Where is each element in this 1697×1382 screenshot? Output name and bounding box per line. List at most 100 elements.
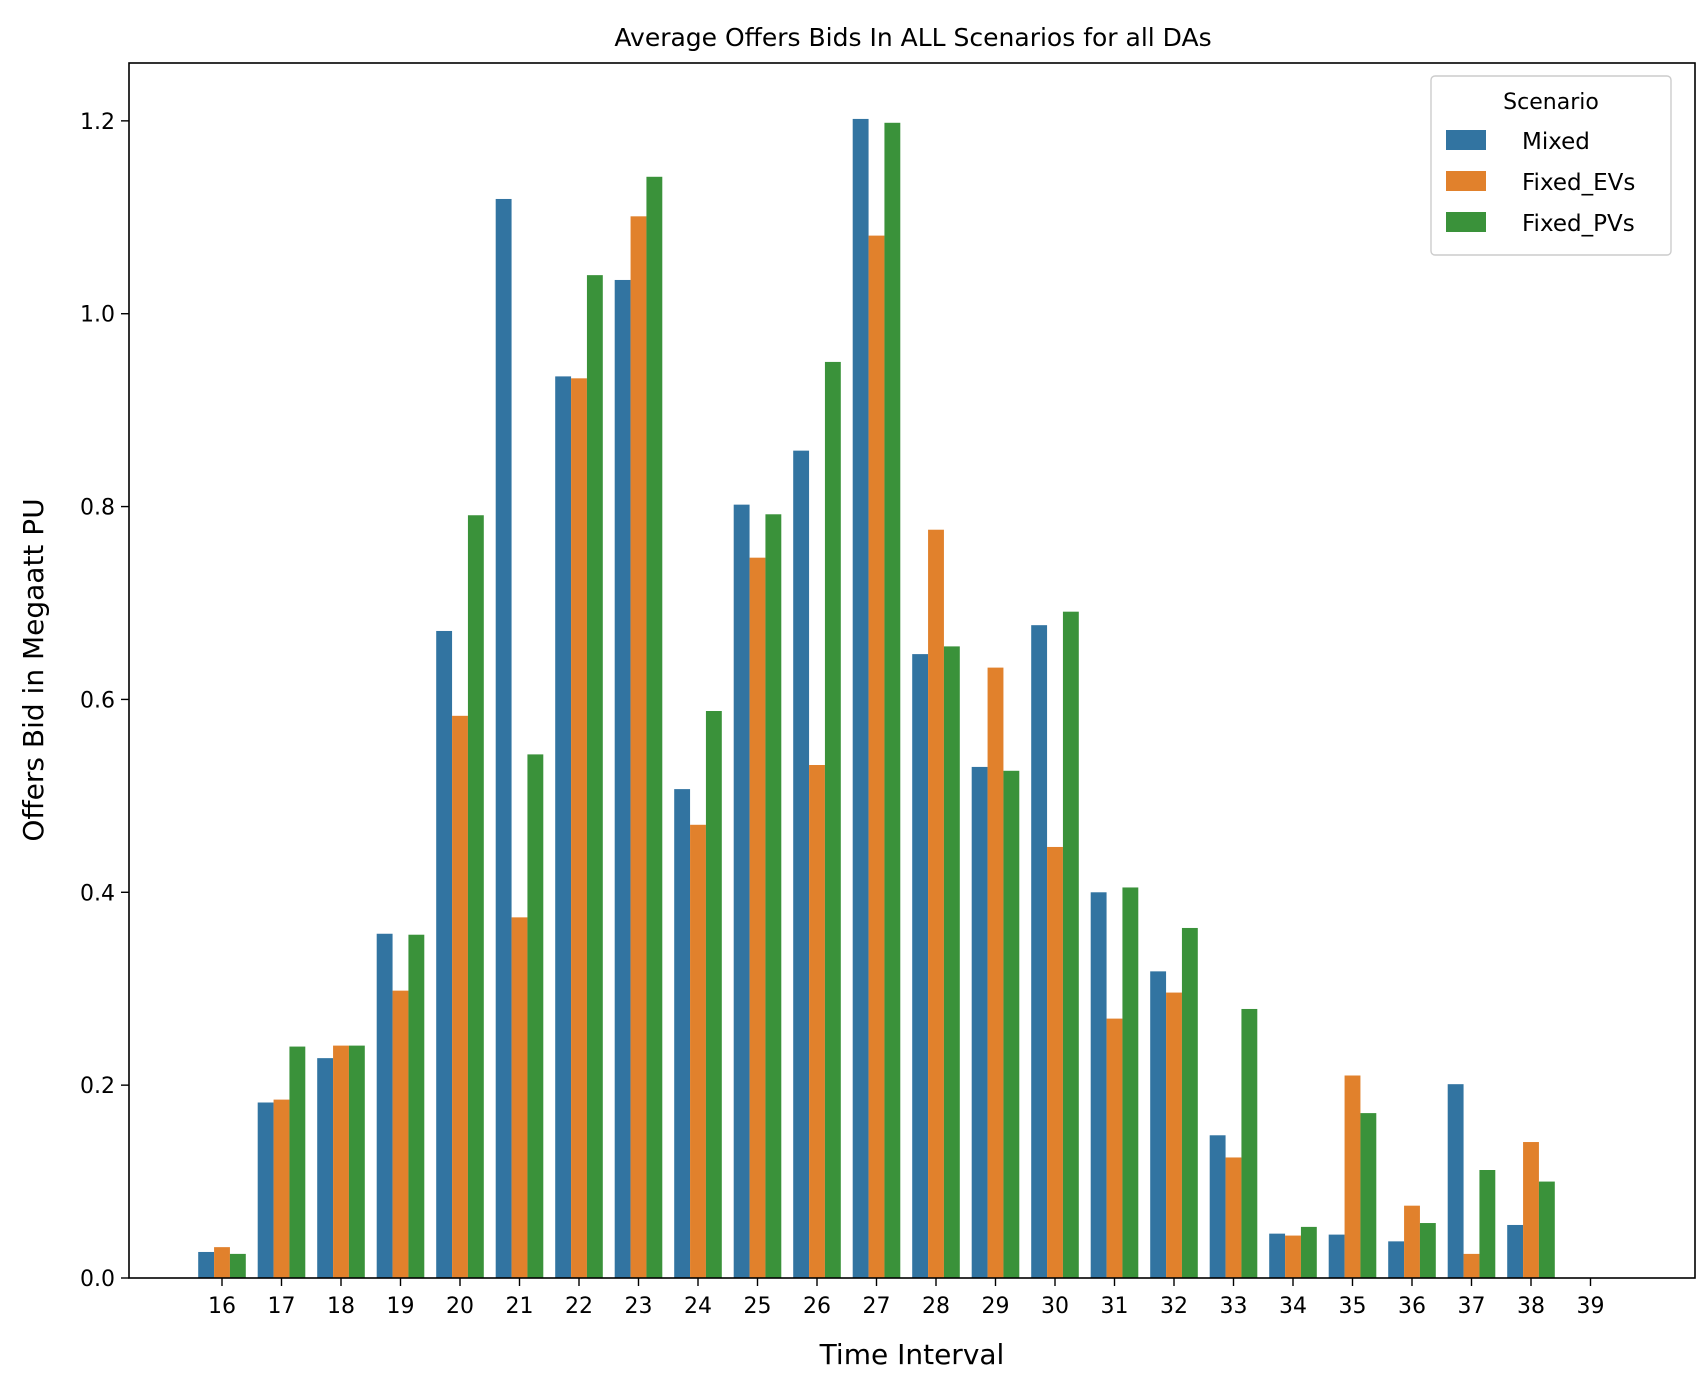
legend-label: Fixed_PVs bbox=[1522, 211, 1635, 237]
legend-swatch-fixed-pvs bbox=[1446, 212, 1486, 232]
bar-mixed-24 bbox=[674, 789, 691, 1278]
bar-fixed-pvs-17 bbox=[289, 1046, 306, 1278]
bar-fixed-pvs-38 bbox=[1538, 1181, 1555, 1278]
x-tick-label: 29 bbox=[982, 1294, 1010, 1319]
bar-mixed-20 bbox=[436, 630, 453, 1278]
x-tick-label: 33 bbox=[1220, 1294, 1248, 1319]
bar-fixed-pvs-16 bbox=[229, 1253, 246, 1278]
x-tick-label: 36 bbox=[1398, 1294, 1426, 1319]
chart-title: Average Offers Bids In ALL Scenarios for… bbox=[614, 23, 1211, 52]
legend-label: Fixed_EVs bbox=[1522, 170, 1635, 196]
x-tick-label: 34 bbox=[1279, 1294, 1307, 1319]
bar-mixed-33 bbox=[1209, 1135, 1226, 1278]
bar-fixed-pvs-26 bbox=[824, 361, 841, 1278]
x-tick-label: 23 bbox=[625, 1294, 653, 1319]
bar-fixed-pvs-34 bbox=[1300, 1226, 1317, 1278]
bar-mixed-30 bbox=[1031, 625, 1048, 1278]
x-tick-label: 30 bbox=[1041, 1294, 1069, 1319]
y-tick-label: 0.6 bbox=[80, 688, 115, 713]
bar-mixed-35 bbox=[1328, 1234, 1345, 1278]
bar-fixed-evs-37 bbox=[1463, 1253, 1480, 1278]
x-tick-label: 20 bbox=[446, 1294, 474, 1319]
x-tick-label: 35 bbox=[1339, 1294, 1367, 1319]
bar-fixed-evs-28 bbox=[928, 529, 944, 1278]
bar-fixed-pvs-36 bbox=[1419, 1223, 1436, 1278]
x-tick-label: 16 bbox=[208, 1294, 236, 1319]
bar-fixed-evs-26 bbox=[809, 765, 825, 1278]
bar-fixed-evs-17 bbox=[273, 1099, 290, 1278]
bar-mixed-22 bbox=[555, 376, 572, 1279]
x-tick-label: 24 bbox=[684, 1294, 712, 1319]
bar-mixed-32 bbox=[1150, 971, 1167, 1278]
bar-fixed-evs-27 bbox=[868, 235, 885, 1278]
bar-fixed-pvs-31 bbox=[1122, 887, 1139, 1278]
x-tick-label: 17 bbox=[268, 1294, 296, 1319]
bar-mixed-29 bbox=[971, 766, 988, 1278]
x-tick-label: 25 bbox=[744, 1294, 772, 1319]
bar-fixed-pvs-18 bbox=[348, 1045, 365, 1278]
bar-mixed-36 bbox=[1388, 1241, 1405, 1278]
bar-mixed-38 bbox=[1507, 1224, 1524, 1278]
bar-fixed-evs-31 bbox=[1106, 1018, 1123, 1278]
bar-mixed-34 bbox=[1269, 1233, 1286, 1278]
y-axis-label: Offers Bid in Megaatt PU bbox=[17, 498, 50, 841]
bar-fixed-pvs-19 bbox=[408, 934, 425, 1278]
bar-mixed-19 bbox=[376, 933, 393, 1278]
bar-mixed-25 bbox=[733, 504, 750, 1279]
bar-fixed-pvs-27 bbox=[884, 122, 901, 1278]
bar-fixed-evs-16 bbox=[214, 1247, 230, 1278]
bar-mixed-37 bbox=[1447, 1084, 1464, 1278]
legend-title: Scenario bbox=[1503, 90, 1599, 115]
y-tick-label: 1.2 bbox=[80, 110, 115, 135]
bar-fixed-evs-33 bbox=[1225, 1157, 1242, 1278]
x-tick-label: 32 bbox=[1160, 1294, 1188, 1319]
y-tick-label: 1.0 bbox=[80, 303, 115, 328]
plot-frame bbox=[128, 62, 1696, 1279]
bar-fixed-pvs-25 bbox=[765, 514, 782, 1278]
bar-fixed-pvs-24 bbox=[705, 711, 722, 1278]
x-axis-label: Time Interval bbox=[819, 1338, 1005, 1371]
bar-fixed-evs-18 bbox=[333, 1045, 349, 1278]
bar-fixed-evs-21 bbox=[511, 917, 528, 1278]
y-axis-ticks: 0.0 0.2 0.4 0.6 0.8 1.0 1.2 bbox=[80, 110, 129, 1292]
x-tick-label: 37 bbox=[1458, 1294, 1486, 1319]
bar-mixed-21 bbox=[495, 198, 512, 1279]
bar-fixed-evs-19 bbox=[392, 990, 409, 1278]
bar-fixed-pvs-30 bbox=[1062, 611, 1079, 1278]
bar-mixed-31 bbox=[1090, 892, 1107, 1278]
y-tick-label: 0.8 bbox=[80, 496, 115, 521]
bar-fixed-pvs-33 bbox=[1241, 1008, 1258, 1278]
bar-fixed-pvs-35 bbox=[1360, 1113, 1377, 1278]
legend: Scenario Mixed Fixed_EVs Fixed_PVs bbox=[1430, 75, 1672, 256]
bar-fixed-pvs-22 bbox=[586, 275, 603, 1279]
bar-fixed-pvs-23 bbox=[646, 176, 663, 1278]
bar-fixed-pvs-20 bbox=[467, 515, 484, 1278]
bar-fixed-evs-38 bbox=[1523, 1142, 1539, 1278]
bar-fixed-pvs-37 bbox=[1479, 1170, 1496, 1278]
bar-fixed-pvs-32 bbox=[1181, 927, 1198, 1278]
y-tick-label: 0.4 bbox=[80, 881, 115, 906]
y-tick-label: 0.0 bbox=[80, 1267, 115, 1292]
legend-items: Mixed Fixed_EVs Fixed_PVs bbox=[1446, 129, 1635, 237]
legend-swatch-fixed-evs bbox=[1446, 171, 1486, 191]
bar-fixed-pvs-21 bbox=[527, 754, 544, 1278]
y-tick-label: 0.2 bbox=[80, 1074, 115, 1099]
bar-fixed-evs-20 bbox=[452, 715, 468, 1278]
x-axis-ticks: 16 17 18 19 20 21 22 23 24 25 26 27 28 29 30 31 32 33 34 35… bbox=[208, 1278, 1605, 1319]
bar-fixed-pvs-28 bbox=[943, 646, 960, 1278]
bar-mixed-27 bbox=[852, 118, 869, 1278]
x-tick-label: 28 bbox=[922, 1294, 950, 1319]
bar-fixed-evs-32 bbox=[1166, 992, 1182, 1278]
bars-group bbox=[198, 118, 1555, 1279]
bar-mixed-16 bbox=[198, 1251, 215, 1278]
bar-fixed-evs-25 bbox=[749, 557, 766, 1278]
bar-fixed-evs-36 bbox=[1404, 1205, 1420, 1278]
bar-mixed-18 bbox=[317, 1058, 334, 1278]
bar-fixed-evs-30 bbox=[1047, 846, 1063, 1278]
x-tick-label: 21 bbox=[506, 1294, 534, 1319]
legend-label: Mixed bbox=[1522, 129, 1590, 155]
bar-fixed-evs-23 bbox=[630, 216, 647, 1279]
bar-fixed-evs-35 bbox=[1344, 1075, 1361, 1278]
x-tick-label: 38 bbox=[1517, 1294, 1545, 1319]
